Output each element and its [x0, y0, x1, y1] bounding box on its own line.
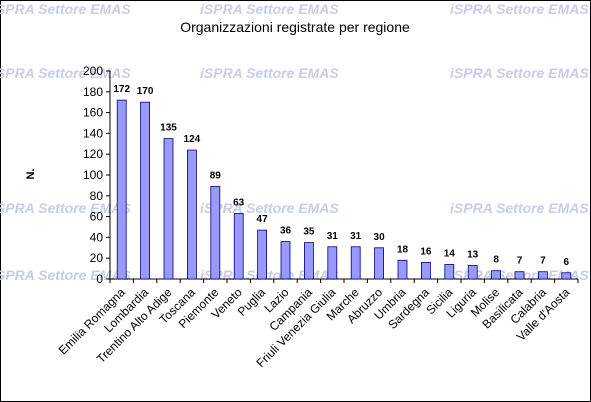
y-tick-label: 200: [83, 64, 103, 78]
watermark-text: iSPRA Settore EMAS: [0, 267, 131, 283]
bar: [374, 247, 385, 280]
data-label: 35: [303, 227, 315, 238]
data-label: 6: [564, 257, 570, 268]
bar: [233, 213, 244, 280]
bar: [538, 271, 548, 280]
data-label: 7: [517, 256, 523, 267]
y-tick-label: 120: [83, 147, 103, 161]
bars-group: [116, 99, 572, 280]
data-label: 8: [493, 255, 499, 266]
bar: [514, 271, 525, 280]
y-tick-label: 60: [90, 210, 104, 224]
bar: [257, 229, 268, 280]
data-labels-group: 172 170 135 124 89 63 47 36 35 31 31 30 18 16 14 13 8 7 7 6: [113, 84, 569, 268]
watermark-text: iSPRA Settore EMAS: [0, 1, 131, 17]
y-axis: 0 20 40 60 80 100 120 140 160 180 200: [83, 64, 111, 286]
watermark-layer: iSPRA Settore EMAS iSPRA Settore EMAS iSPR…: [0, 1, 589, 283]
watermark-text: iSPRA Settore EMAS: [450, 1, 589, 17]
data-label: 31: [350, 231, 362, 242]
watermark-text: iSPRA Settore EMAS: [200, 267, 339, 283]
watermark-text: iSPRA Settore EMAS: [200, 65, 339, 81]
watermark-text: iSPRA Settore EMAS: [0, 200, 131, 216]
bar: [420, 261, 431, 280]
data-label: 135: [160, 123, 177, 134]
y-tick-label: 20: [90, 251, 104, 265]
data-label: 13: [467, 249, 479, 260]
watermark-text: iSPRA Settore EMAS: [450, 65, 589, 81]
bar: [210, 186, 221, 280]
data-label: 63: [233, 197, 245, 208]
data-label: 7: [540, 256, 546, 267]
data-label: 124: [184, 134, 201, 145]
bar: [561, 272, 572, 280]
data-label: 16: [420, 246, 432, 257]
watermark-text: iSPRA Settore EMAS: [200, 200, 339, 216]
data-label: 36: [280, 226, 292, 237]
bar: [303, 242, 314, 280]
data-label: 170: [137, 86, 154, 97]
bar: [491, 270, 502, 280]
bar: [444, 264, 455, 280]
y-tick-label: 180: [83, 85, 103, 99]
bar: [397, 259, 408, 280]
bar: [186, 149, 197, 280]
bar: [467, 265, 478, 280]
y-tick-label: 40: [90, 230, 104, 244]
bar: [350, 246, 361, 280]
bar: [140, 101, 151, 280]
data-label: 18: [397, 244, 409, 255]
data-label: 31: [327, 231, 339, 242]
watermark-text: iSPRA Settore EMAS: [450, 200, 589, 216]
y-axis-label: N.: [25, 169, 37, 180]
y-tick-label: 80: [90, 189, 104, 203]
data-label: 47: [257, 214, 269, 225]
chart-title: Organizzazioni registrate per regione: [180, 19, 410, 35]
bar: [327, 246, 338, 280]
data-label: 30: [374, 232, 386, 243]
data-label: 172: [113, 84, 130, 95]
bar: [116, 99, 127, 280]
y-tick-label: 160: [83, 106, 103, 120]
watermark-text: iSPRA Settore EMAS: [0, 65, 131, 81]
watermark-text: iSPRA Settore EMAS: [200, 1, 339, 17]
y-tick-label: 100: [83, 168, 103, 182]
data-label: 89: [210, 170, 222, 181]
bar: [280, 241, 291, 280]
y-tick-label: 0: [96, 272, 103, 286]
bar: [163, 138, 174, 280]
x-tick-label: Puglia: [235, 285, 269, 319]
x-axis: [109, 278, 579, 283]
y-tick-label: 140: [83, 126, 103, 140]
data-label: 14: [444, 248, 456, 259]
